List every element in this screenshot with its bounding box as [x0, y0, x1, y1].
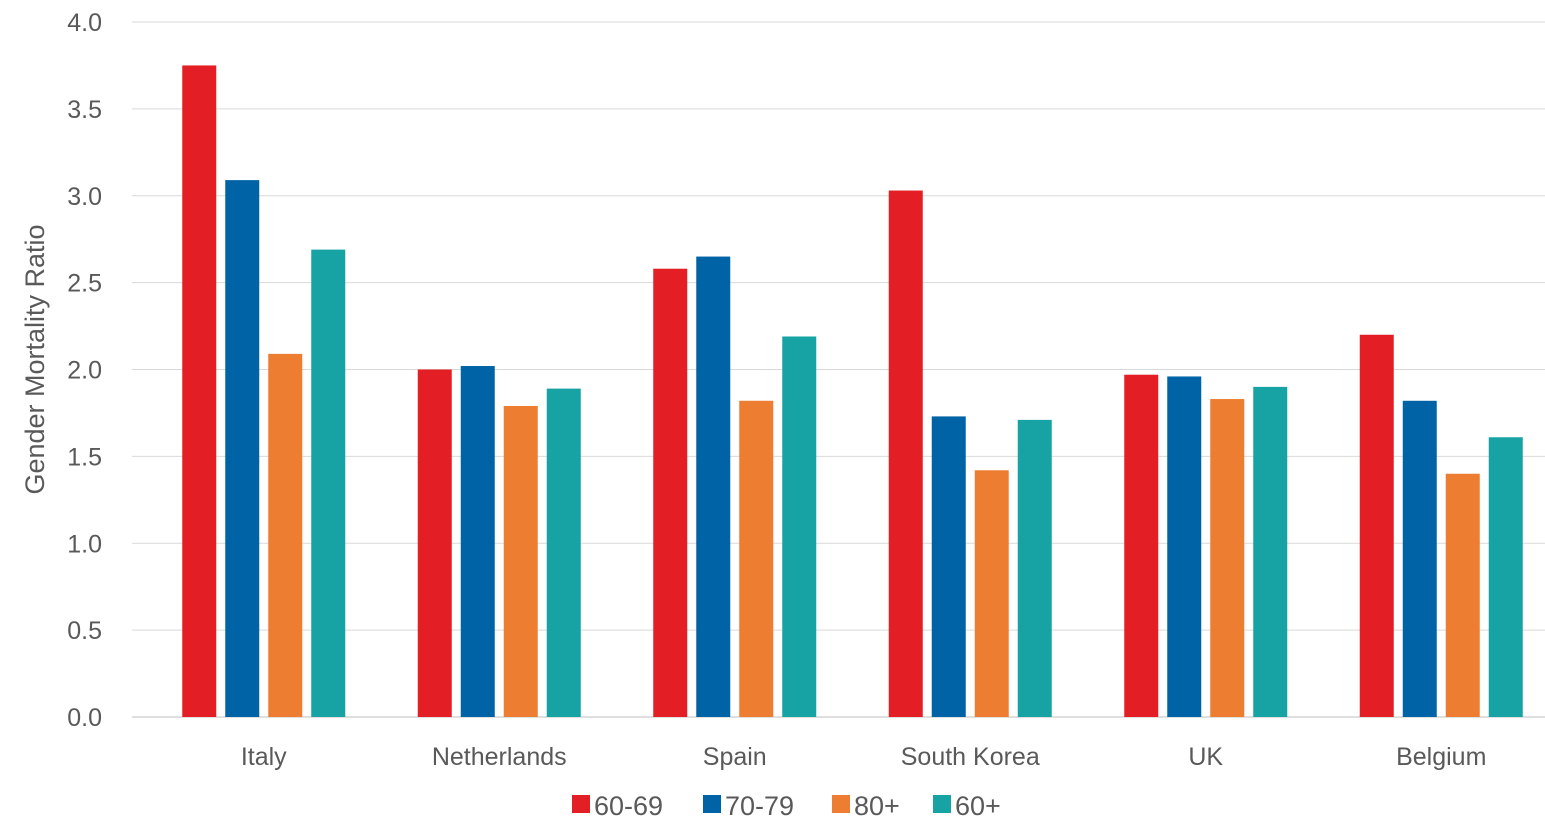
- bar-60+-uk: [1253, 386, 1288, 717]
- bar-70-79-belgium: [1402, 400, 1437, 717]
- x-tick-label: Italy: [241, 743, 287, 771]
- y-axis-title: Gender Mortality Ratio: [20, 224, 50, 494]
- bars: [182, 65, 1523, 718]
- y-tick-label: 2.0: [67, 357, 102, 385]
- legend-swatch-70-79: [703, 795, 721, 813]
- bar-60+-south-korea: [1017, 419, 1052, 717]
- y-tick-label: 0.5: [67, 617, 102, 645]
- legend-swatch-60+: [933, 795, 951, 813]
- bar-80+-uk: [1210, 399, 1245, 717]
- bar-60-69-italy: [182, 65, 217, 717]
- y-tick-label: 3.5: [67, 96, 102, 124]
- bar-60-69-netherlands: [417, 369, 452, 717]
- legend-label-80+: 80+: [854, 791, 900, 821]
- legend-label-70-79: 70-79: [725, 791, 794, 821]
- bar-60+-spain: [782, 336, 817, 717]
- bar-60+-netherlands: [546, 388, 581, 717]
- bar-80+-south-korea: [974, 470, 1009, 717]
- y-tick-label: 1.5: [67, 443, 102, 471]
- bar-70-79-italy: [225, 180, 260, 718]
- x-tick-label: Spain: [703, 743, 767, 771]
- gridlines: [132, 21, 1545, 718]
- legend-swatch-80+: [832, 795, 850, 813]
- bar-70-79-netherlands: [460, 366, 495, 717]
- bar-80+-spain: [739, 400, 774, 717]
- bar-60-69-uk: [1124, 374, 1159, 717]
- y-tick-label: 4.0: [67, 9, 102, 37]
- bar-60+-belgium: [1488, 437, 1523, 717]
- x-tick-label: UK: [1188, 743, 1223, 771]
- bar-80+-netherlands: [503, 405, 538, 717]
- y-tick-label: 1.0: [67, 530, 102, 558]
- legend-swatch-60-69: [572, 795, 590, 813]
- y-axis: 0.0 0.5 1.0 1.5 2.0 2.5 3.0 3.5 4.0: [67, 9, 102, 732]
- y-tick-label: 2.5: [67, 270, 102, 298]
- bar-60-69-south-korea: [888, 190, 923, 718]
- x-tick-label: Netherlands: [432, 743, 567, 771]
- bar-60-69-spain: [653, 268, 688, 717]
- bar-70-79-south-korea: [931, 416, 966, 717]
- legend: 60-69 70-79 80+ 60+: [572, 791, 1001, 821]
- bar-80+-italy: [268, 353, 303, 717]
- legend-label-60-69: 60-69: [594, 791, 663, 821]
- bar-80+-belgium: [1445, 473, 1480, 717]
- bar-60+-italy: [311, 249, 346, 718]
- x-tick-label: South Korea: [901, 743, 1040, 771]
- y-tick-label: 0.0: [67, 704, 102, 732]
- legend-label-60+: 60+: [955, 791, 1001, 821]
- bar-60-69-belgium: [1359, 334, 1394, 717]
- y-tick-label: 3.0: [67, 183, 102, 211]
- x-tick-label: Belgium: [1396, 743, 1486, 771]
- bar-70-79-spain: [696, 256, 731, 717]
- x-axis: Italy Netherlands Spain South Korea UK Belgiu…: [241, 743, 1487, 771]
- bar-70-79-uk: [1167, 376, 1202, 717]
